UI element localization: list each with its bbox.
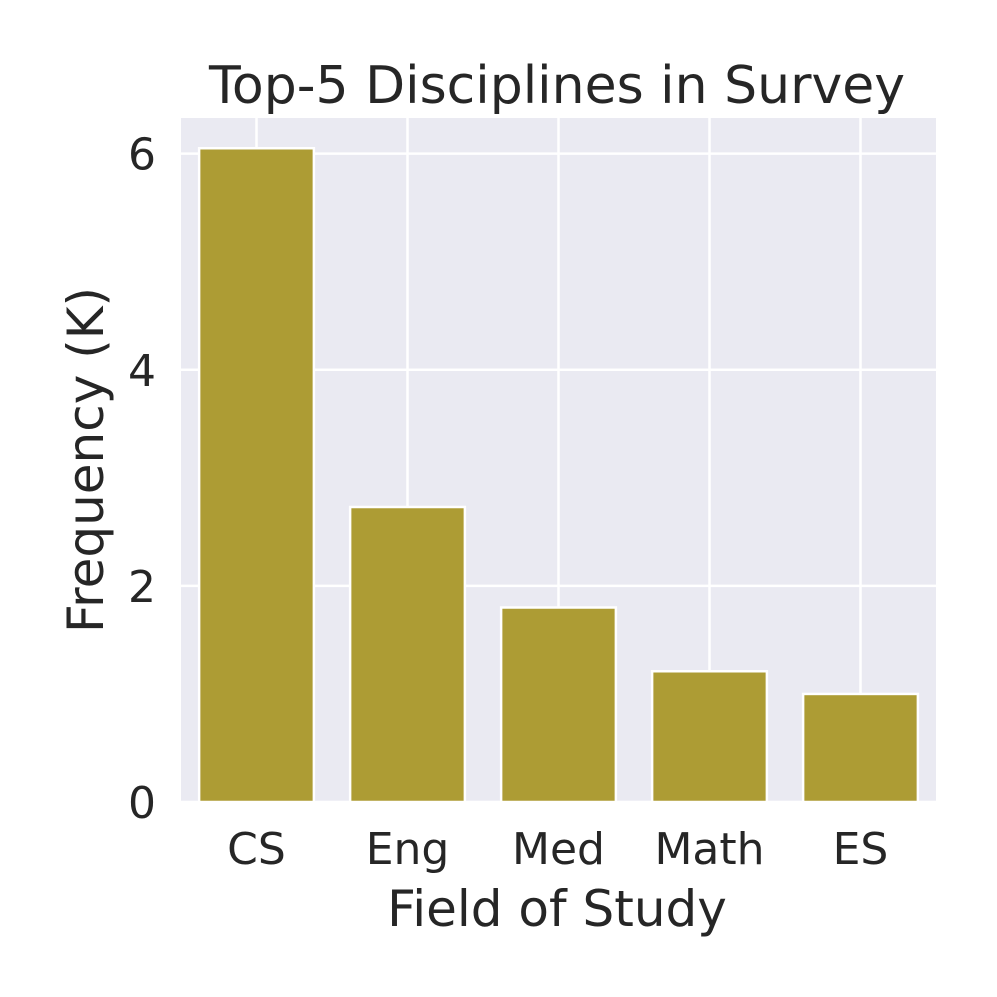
chart-title: Top-5 Disciplines in Survey bbox=[208, 56, 905, 116]
y-tick-label-2: 2 bbox=[128, 562, 156, 613]
x-tick-label-eng: Eng bbox=[366, 824, 450, 875]
bar-es bbox=[801, 692, 920, 804]
x-tick-labels: CS Eng Med Math ES bbox=[227, 824, 888, 875]
y-tick-label-4: 4 bbox=[128, 346, 156, 397]
bar-med bbox=[499, 606, 618, 804]
bar-math bbox=[650, 670, 769, 804]
y-tick-label-6: 6 bbox=[128, 130, 156, 181]
x-tick-label-cs: CS bbox=[227, 824, 286, 875]
x-tick-label-es: ES bbox=[833, 824, 889, 875]
bar-cs bbox=[197, 147, 316, 804]
x-axis-label: Field of Study bbox=[387, 880, 727, 938]
y-axis-label: Frequency (K) bbox=[57, 287, 115, 633]
y-tick-labels: 0 2 4 6 bbox=[128, 130, 156, 829]
x-tick-label-med: Med bbox=[512, 824, 605, 875]
bars bbox=[197, 147, 920, 804]
y-tick-label-0: 0 bbox=[128, 778, 156, 829]
x-tick-label-math: Math bbox=[654, 824, 764, 875]
bar-eng bbox=[348, 505, 467, 804]
